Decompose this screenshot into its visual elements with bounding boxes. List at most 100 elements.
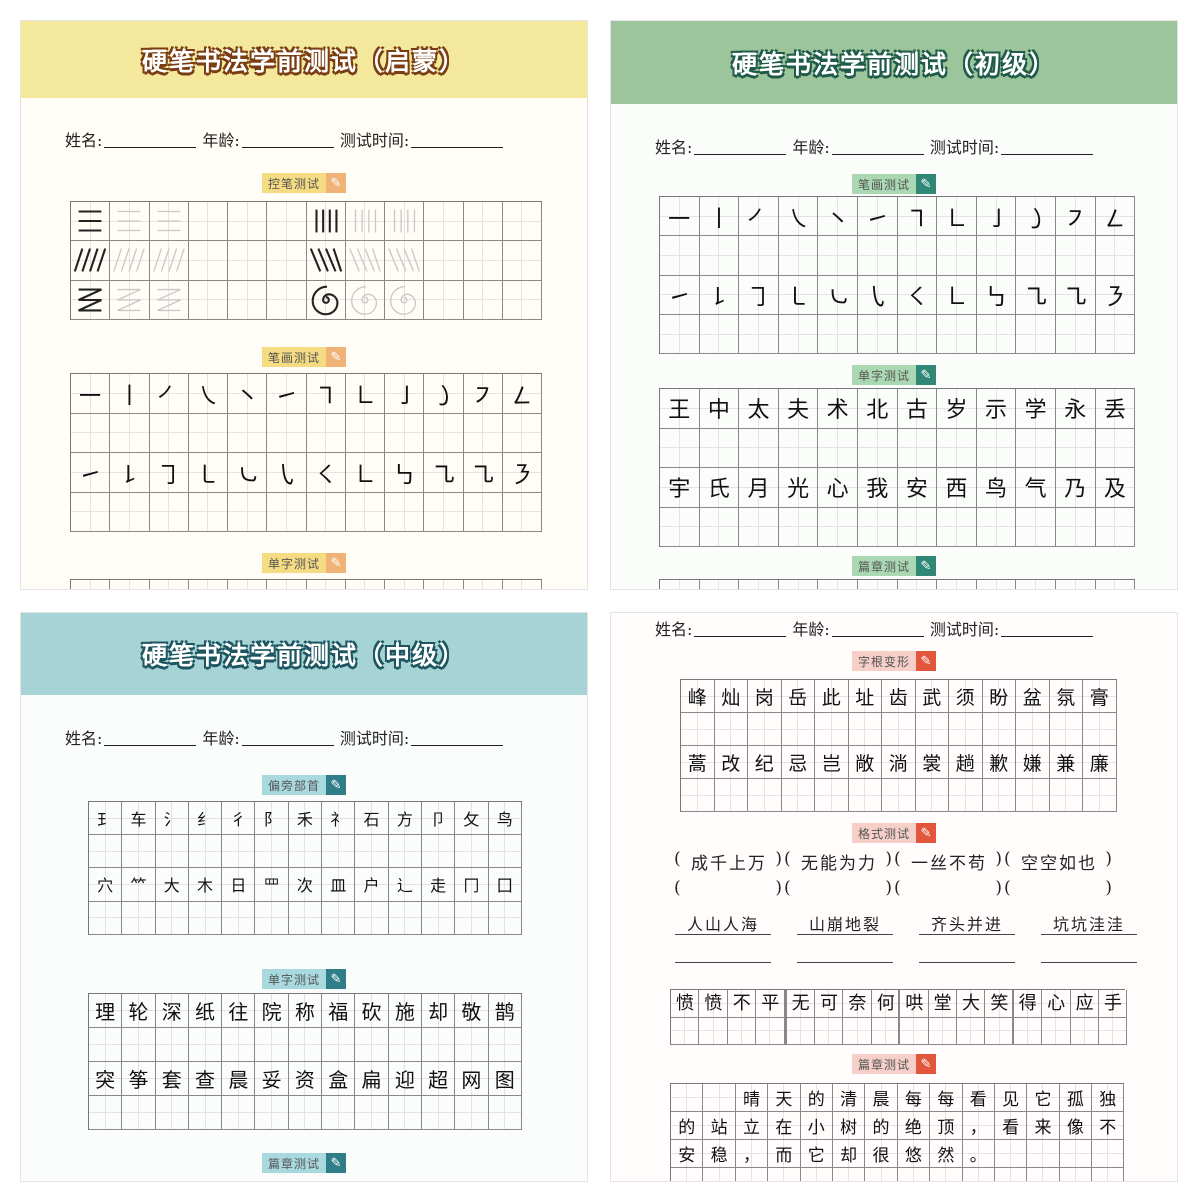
- practice-cell[interactable]: [463, 580, 503, 589]
- practice-cell[interactable]: [388, 1096, 422, 1130]
- backslash-lines-icon[interactable]: [306, 241, 346, 281]
- practice-cell[interactable]: [502, 202, 542, 242]
- practice-cell[interactable]: [288, 1028, 323, 1062]
- practice-cell[interactable]: [149, 580, 189, 589]
- practice-cell[interactable]: [660, 314, 700, 355]
- practice-cell[interactable]: [267, 413, 307, 453]
- practice-cell[interactable]: [421, 1096, 456, 1130]
- slash-lines-icon[interactable]: [110, 241, 150, 281]
- practice-cell[interactable]: [778, 314, 819, 355]
- practice-cell[interactable]: [857, 236, 898, 276]
- name-blank[interactable]: [104, 147, 197, 148]
- backslash-lines-icon[interactable]: [345, 241, 385, 281]
- practice-cell[interactable]: [502, 280, 542, 320]
- practice-cell[interactable]: [424, 280, 464, 320]
- practice-cell[interactable]: [463, 202, 503, 242]
- practice-cell[interactable]: [388, 1028, 422, 1062]
- practice-cell[interactable]: [455, 1028, 489, 1062]
- practice-cell[interactable]: [915, 779, 949, 812]
- practice-cell[interactable]: [660, 507, 700, 547]
- name-blank[interactable]: [694, 636, 787, 637]
- age-blank[interactable]: [241, 745, 334, 746]
- practice-cell[interactable]: [322, 1096, 356, 1130]
- practice-cell[interactable]: [976, 507, 1017, 547]
- practice-cell[interactable]: [1092, 1168, 1125, 1181]
- practice-cell[interactable]: [288, 1096, 323, 1130]
- practice-cell[interactable]: [222, 1096, 256, 1130]
- practice-cell[interactable]: [1013, 1017, 1043, 1045]
- practice-cell[interactable]: [267, 280, 307, 320]
- practice-cell[interactable]: [781, 779, 815, 812]
- practice-cell[interactable]: [857, 580, 898, 589]
- practice-cell[interactable]: [832, 1168, 866, 1181]
- practice-cell[interactable]: [949, 779, 983, 812]
- practice-cell[interactable]: [1055, 236, 1096, 276]
- practice-cell[interactable]: [815, 779, 849, 812]
- vertical-lines-icon[interactable]: [385, 202, 425, 242]
- zigzag-icon[interactable]: [71, 280, 111, 320]
- practice-cell[interactable]: [900, 1017, 929, 1045]
- practice-cell[interactable]: [699, 1017, 728, 1045]
- horizontal-lines-icon[interactable]: [149, 202, 189, 242]
- practice-cell[interactable]: [1016, 314, 1056, 355]
- practice-cell[interactable]: [71, 413, 111, 453]
- practice-cell[interactable]: [228, 492, 268, 532]
- practice-cell[interactable]: [488, 1028, 522, 1062]
- practice-cell[interactable]: [1016, 236, 1056, 276]
- practice-cell[interactable]: [228, 280, 268, 320]
- practice-cell[interactable]: [818, 580, 858, 589]
- practice-cell[interactable]: [937, 428, 977, 468]
- practice-cell[interactable]: [463, 241, 503, 281]
- practice-cell[interactable]: [155, 901, 189, 935]
- practice-cell[interactable]: [149, 492, 189, 532]
- time-blank[interactable]: [1001, 636, 1094, 637]
- answer-line[interactable]: [919, 939, 1015, 963]
- practice-cell[interactable]: [843, 1017, 872, 1045]
- practice-cell[interactable]: [976, 580, 1017, 589]
- practice-cell[interactable]: [994, 1168, 1028, 1181]
- practice-cell[interactable]: [288, 901, 323, 935]
- practice-cell[interactable]: [421, 835, 456, 869]
- practice-cell[interactable]: [424, 492, 464, 532]
- practice-cell[interactable]: [455, 1096, 489, 1130]
- practice-cell[interactable]: [255, 901, 289, 935]
- practice-cell[interactable]: [714, 713, 748, 746]
- practice-cell[interactable]: [857, 314, 898, 355]
- horizontal-lines-icon[interactable]: [110, 202, 150, 242]
- practice-cell[interactable]: [928, 1017, 957, 1045]
- practice-cell[interactable]: [355, 1096, 389, 1130]
- practice-cell[interactable]: [122, 835, 156, 869]
- practice-cell[interactable]: [1016, 779, 1050, 812]
- practice-cell[interactable]: [1016, 428, 1056, 468]
- spiral-icon[interactable]: [385, 280, 425, 320]
- practice-cell[interactable]: [660, 236, 700, 276]
- practice-cell[interactable]: [322, 835, 356, 869]
- practice-cell[interactable]: [949, 713, 983, 746]
- practice-cell[interactable]: [424, 202, 464, 242]
- practice-cell[interactable]: [267, 202, 307, 242]
- practice-cell[interactable]: [699, 428, 740, 468]
- practice-cell[interactable]: [267, 492, 307, 532]
- practice-cell[interactable]: [345, 492, 385, 532]
- practice-cell[interactable]: [455, 901, 489, 935]
- practice-cell[interactable]: [222, 1028, 256, 1062]
- age-blank[interactable]: [241, 147, 334, 148]
- practice-cell[interactable]: [1083, 713, 1117, 746]
- practice-cell[interactable]: [786, 1017, 815, 1045]
- practice-cell[interactable]: [814, 1017, 844, 1045]
- practice-cell[interactable]: [699, 314, 740, 355]
- practice-cell[interactable]: [1095, 507, 1136, 547]
- practice-cell[interactable]: [937, 580, 977, 589]
- practice-cell[interactable]: [962, 1168, 995, 1181]
- practice-cell[interactable]: [155, 835, 189, 869]
- practice-cell[interactable]: [188, 901, 223, 935]
- name-blank[interactable]: [104, 745, 197, 746]
- practice-cell[interactable]: [188, 580, 228, 589]
- practice-cell[interactable]: [424, 413, 464, 453]
- practice-cell[interactable]: [306, 492, 346, 532]
- practice-cell[interactable]: [778, 236, 819, 276]
- practice-cell[interactable]: [1016, 580, 1056, 589]
- practice-cell[interactable]: [1027, 1140, 1060, 1168]
- practice-cell[interactable]: [739, 507, 779, 547]
- practice-cell[interactable]: [385, 580, 425, 589]
